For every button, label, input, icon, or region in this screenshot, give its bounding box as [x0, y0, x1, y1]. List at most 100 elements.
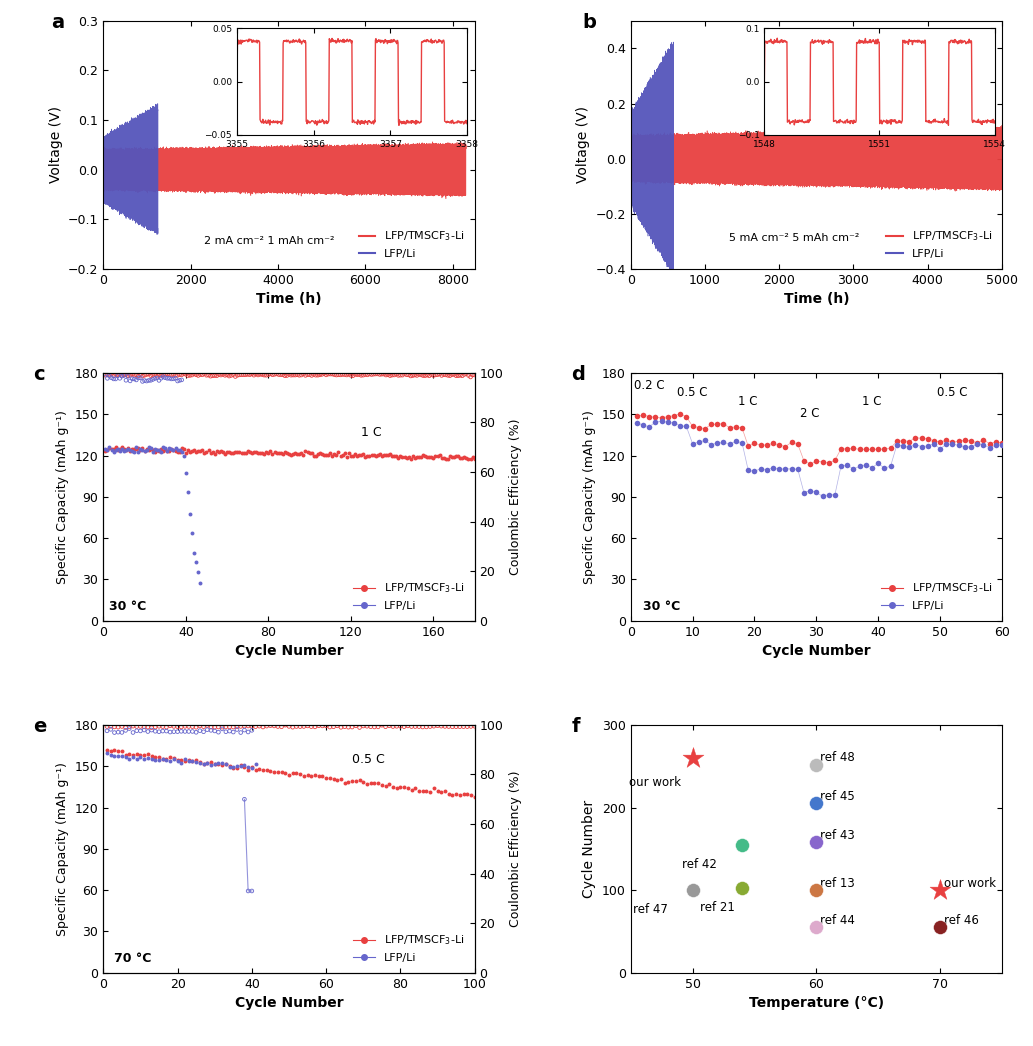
Point [298, 367, 314, 384]
Point [994, 436, 1010, 453]
Point [252, 366, 269, 383]
Point [727, 433, 744, 450]
Point [302, 445, 318, 461]
Point [944, 434, 961, 451]
Point [237, 718, 253, 734]
Point [202, 756, 219, 773]
Point [421, 783, 438, 800]
Point [415, 367, 432, 384]
Point [783, 460, 800, 477]
Point [151, 441, 167, 458]
Point [452, 367, 469, 384]
Point [121, 719, 137, 735]
Point [932, 882, 948, 899]
Point [238, 445, 254, 461]
Point [173, 723, 189, 740]
Point [128, 371, 145, 388]
Point [191, 754, 208, 771]
Point [715, 434, 731, 451]
Point [270, 719, 286, 735]
Point [448, 786, 465, 802]
Point [118, 372, 134, 389]
Point [459, 786, 475, 802]
Point [165, 718, 182, 734]
Point [169, 753, 186, 770]
Point [165, 370, 182, 387]
Point [271, 366, 287, 383]
Point [126, 367, 143, 384]
Point [147, 366, 163, 383]
Point [177, 752, 193, 769]
Point [913, 430, 930, 447]
Point [143, 372, 159, 389]
Point [240, 724, 256, 741]
Point [407, 367, 424, 384]
Point [312, 366, 328, 383]
Point [795, 453, 812, 470]
Point [244, 760, 260, 777]
Point [331, 444, 347, 460]
Point [165, 441, 182, 458]
Point [155, 439, 171, 456]
Point [139, 719, 156, 735]
Point [451, 719, 468, 735]
Point [242, 366, 258, 383]
Point [283, 367, 300, 384]
Point [177, 718, 193, 734]
Point [403, 719, 419, 735]
Point [118, 441, 134, 458]
Text: ref 45: ref 45 [820, 790, 855, 803]
Point [118, 441, 134, 458]
Point [370, 775, 386, 792]
Point [370, 719, 386, 735]
Point [721, 435, 738, 452]
Point [295, 768, 312, 784]
Point [97, 441, 114, 458]
Point [181, 723, 197, 740]
Point [634, 407, 651, 424]
Point [255, 719, 272, 735]
Point [390, 367, 407, 384]
Point [283, 447, 300, 463]
Point [180, 441, 196, 458]
Point [139, 749, 156, 766]
Point [136, 367, 153, 384]
Point [308, 367, 324, 384]
Text: 30 °C: 30 °C [643, 599, 681, 613]
Point [155, 366, 171, 383]
Point [975, 431, 992, 448]
Point [177, 723, 193, 740]
Point [112, 370, 128, 387]
Point [343, 448, 359, 464]
Point [157, 441, 174, 458]
Point [161, 442, 178, 459]
Point [99, 745, 116, 761]
Point [121, 746, 137, 763]
Point [97, 367, 114, 384]
Point [444, 366, 461, 383]
Point [870, 455, 886, 472]
Point [442, 367, 459, 384]
Legend: LFP/TMSCF$_3$-Li, LFP/Li: LFP/TMSCF$_3$-Li, LFP/Li [349, 577, 469, 615]
Point [659, 414, 676, 431]
Point [256, 367, 273, 384]
Point [112, 440, 128, 457]
Point [289, 446, 306, 462]
Point [174, 444, 190, 460]
Point [357, 449, 374, 465]
Point [322, 366, 339, 383]
Point [114, 748, 130, 765]
Point [857, 456, 874, 473]
Point [191, 723, 208, 740]
Point [380, 447, 397, 463]
Point [802, 482, 818, 499]
Point [210, 755, 226, 772]
Point [171, 441, 188, 458]
Point [419, 367, 436, 384]
Point [374, 717, 390, 733]
Point [99, 742, 116, 758]
Text: 0.5 C: 0.5 C [937, 386, 968, 400]
Point [353, 447, 370, 463]
Point [833, 440, 849, 457]
Point [244, 758, 260, 775]
